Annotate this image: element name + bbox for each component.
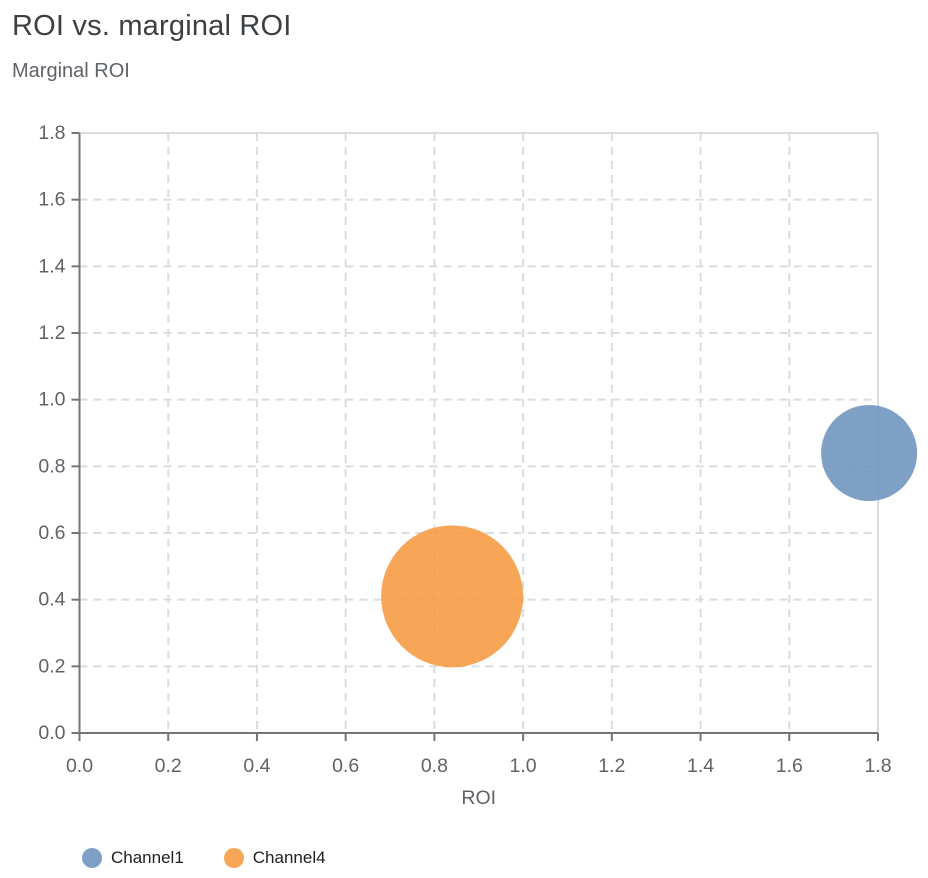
- bubbles: [381, 405, 918, 668]
- x-axis-title: ROI: [461, 787, 496, 809]
- x-tick-label: 1.8: [864, 755, 891, 777]
- y-tick-label: 0.2: [38, 655, 65, 677]
- x-tick-label: 0.4: [243, 755, 270, 777]
- x-tick-label: 0.2: [155, 755, 182, 777]
- axes: [78, 133, 878, 734]
- channel4-legend-dot-icon: [223, 848, 244, 868]
- y-tick-label: 1.2: [38, 322, 65, 344]
- y-tick-label: 0.6: [38, 522, 65, 544]
- plot-area: 0.0 0.0 0.2 0.2 0.4 0.4 0.6 0.6 0.8 0.8 1.0 1.0 1.2 1…: [0, 110, 928, 835]
- y-tick-label: 0.8: [38, 455, 65, 477]
- bubble-chart-svg: 0.00.0 0.2 0.2 0.4 0.4 0.6 0.6 0.8 0.8 1.0 1.0 1.2 1…: [38, 122, 918, 809]
- tick-marks: [71, 132, 879, 741]
- chart-title: ROI vs. marginal ROI: [12, 10, 292, 42]
- x-tick-label: 0.6: [332, 755, 359, 777]
- x-tick-label: 0.8: [421, 755, 448, 777]
- x-tick-label: 1.4: [687, 755, 714, 777]
- legend-item-channel4: Channel4: [223, 848, 326, 868]
- legend: Channel1 Channel4: [82, 842, 326, 874]
- x-tick-label: 1.6: [776, 755, 803, 777]
- y-tick-label: 1.8: [38, 122, 65, 144]
- channel1-legend-dot-icon: [82, 848, 102, 868]
- x-tick-label: 1.0: [510, 755, 537, 777]
- y-tick-label: 0.4: [38, 589, 65, 611]
- bubble-channel1: [821, 405, 918, 501]
- x-tick-label: 1.2: [598, 755, 625, 777]
- y-tick-label: 1.4: [38, 255, 65, 277]
- y-axis-title: Marginal ROI: [12, 60, 130, 82]
- y-tick-label: 1.0: [38, 389, 65, 411]
- legend-item-channel1: Channel1: [82, 848, 184, 868]
- tick-labels: 0.00.0 0.2 0.2 0.4 0.4 0.6 0.6 0.8 0.8 1.0 1.0 1.2 1…: [38, 122, 891, 777]
- x-tick-label: 0.0: [66, 755, 93, 777]
- channel4-legend-label: Channel4: [252, 848, 326, 867]
- y-tick-label: 1.6: [38, 189, 65, 211]
- y-tick-label: 0.0: [38, 722, 65, 744]
- channel1-legend-label: Channel1: [111, 848, 184, 867]
- bubble-channel4: [381, 525, 524, 668]
